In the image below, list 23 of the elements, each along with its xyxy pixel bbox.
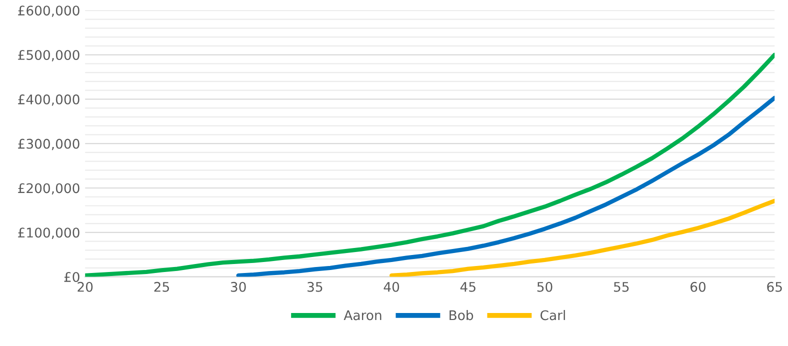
- x-tick-label: 50: [537, 282, 552, 292]
- y-tick-label: £400,000: [18, 94, 80, 106]
- line-series: [236, 96, 775, 277]
- x-tick-label: 30: [230, 282, 246, 292]
- y-tick-label: £0: [64, 272, 80, 282]
- line-series: [389, 198, 775, 277]
- y-tick-label: £200,000: [18, 183, 80, 195]
- y-tick-label: £100,000: [18, 228, 80, 239]
- y-tick-label: £300,000: [18, 138, 80, 150]
- x-tick-label: 20: [78, 282, 93, 292]
- x-tick-label: 45: [460, 282, 476, 292]
- y-tick-label: £600,000: [18, 6, 80, 17]
- x-tick-label: 55: [614, 282, 629, 292]
- y-tick-label: £500,000: [18, 50, 80, 62]
- x-tick-label: 35: [308, 282, 322, 292]
- x-tick-label: 65: [767, 282, 782, 292]
- x-tick-label: 60: [690, 282, 706, 292]
- legend-label: Carl: [540, 310, 565, 320]
- x-tick-label: 25: [154, 282, 169, 292]
- legend-label: Bob: [450, 310, 474, 320]
- x-tick-label: 40: [384, 282, 400, 292]
- legend-label: Aaron: [344, 310, 382, 320]
- line-series: [85, 52, 775, 277]
